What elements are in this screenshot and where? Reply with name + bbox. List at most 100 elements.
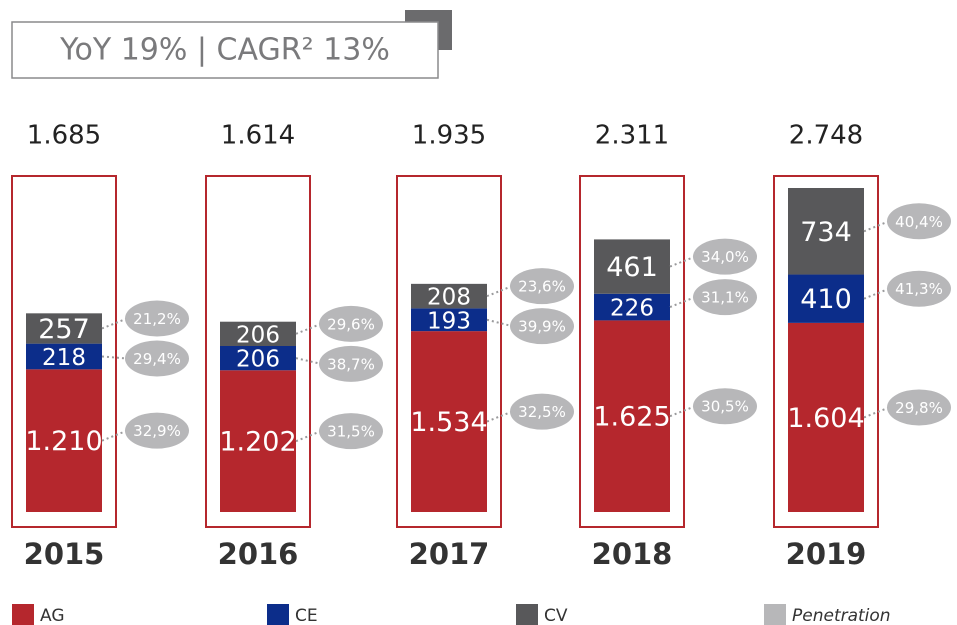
bar-segment [26,343,102,370]
leader-line [486,410,513,423]
segment-label: 226 [610,296,654,322]
bar-segment [220,345,296,371]
bar-frame [579,175,685,528]
bar-segment [594,239,670,294]
legend-swatch [516,604,538,625]
penetration-bubble [319,413,383,450]
legend-label: Penetration [792,606,891,625]
penetration-bubble [693,238,757,275]
total-label: 1.614 [221,121,295,151]
legend-swatch [12,604,34,625]
leader-line [295,430,322,443]
segment-label: 208 [427,285,471,311]
penetration-label: 32,9% [133,422,181,440]
leader-line [101,317,128,330]
penetration-bubble [693,279,757,316]
penetration-label: 40,4% [895,213,943,231]
penetration-label: 30,5% [701,398,749,416]
leader-line [101,355,128,360]
segment-label: 218 [42,345,86,371]
bar-frame [11,175,117,528]
penetration-bubble [887,389,951,426]
legend-swatch [267,604,289,625]
legend-label: AG [40,606,65,625]
penetration-label: 31,5% [327,423,375,441]
leader-line [863,287,890,300]
penetration-label: 38,7% [327,355,375,373]
leader-line [486,318,513,328]
leader-line [669,255,696,268]
segment-label: 734 [800,217,852,248]
leader-line [863,406,890,419]
segment-label: 410 [800,284,852,315]
leader-line [669,405,696,418]
total-label: 2.748 [789,121,863,151]
total-label: 1.685 [27,121,101,151]
chart-title: YoY 19% | CAGR² 13% [59,33,390,68]
penetration-label: 29,6% [327,315,375,333]
x-tick-label: 2019 [786,537,867,571]
leader-line [295,357,322,365]
penetration-label: 32,5% [518,403,566,421]
bar-segment [411,308,487,332]
penetration-label: 31,1% [701,289,749,307]
bar-frame [205,175,311,528]
bar-segment [788,274,864,323]
penetration-bubble [319,345,383,382]
bar-segment [788,188,864,275]
leader-line [295,322,322,335]
x-tick-label: 2017 [409,537,490,571]
segment-label: 1.534 [410,407,487,438]
penetration-label: 34,0% [701,248,749,266]
penetration-bubble [319,305,383,342]
penetration-label: 41,3% [895,280,943,298]
segment-label: 193 [427,308,471,334]
segment-label: 206 [236,347,280,373]
penetration-bubble [510,268,574,305]
total-label: 2.311 [595,121,669,151]
penetration-label: 29,8% [895,399,943,417]
penetration-bubble [510,308,574,345]
penetration-bubble [125,340,189,377]
penetration-label: 23,6% [518,278,566,296]
segment-label: 1.210 [25,426,102,457]
x-tick-label: 2018 [592,537,673,571]
penetration-label: 29,4% [133,350,181,368]
penetration-bubble [887,203,951,240]
segment-label: 1.604 [787,403,864,434]
title-box [11,21,439,79]
bar-segment [220,370,296,512]
bar-segment [26,313,102,344]
bar-segment [26,369,102,512]
bar-frame [396,175,502,528]
x-tick-label: 2016 [218,537,299,571]
penetration-bubble [125,412,189,449]
bar-segment [411,331,487,512]
leader-line [669,296,696,309]
penetration-label: 39,9% [518,318,566,336]
bar-segment [220,321,296,346]
leader-line [486,285,513,298]
segment-label: 1.202 [219,427,296,458]
penetration-label: 21,2% [133,310,181,328]
segment-label: 257 [38,314,90,345]
bar-frame [773,175,879,528]
penetration-bubble [510,393,574,430]
leader-line [101,429,128,442]
legend-label: CV [544,606,568,625]
legend-label: CE [295,606,318,625]
penetration-bubble [125,300,189,337]
leader-line [863,220,890,233]
penetration-bubble [887,270,951,307]
x-tick-label: 2015 [24,537,105,571]
segment-label: 461 [606,252,658,283]
penetration-bubble [693,388,757,425]
bar-segment [594,293,670,321]
bar-segment [411,283,487,309]
bar-segment [594,320,670,512]
segment-label: 1.625 [593,402,670,433]
total-label: 1.935 [412,121,486,151]
segment-label: 206 [236,322,280,348]
bar-segment [788,322,864,512]
